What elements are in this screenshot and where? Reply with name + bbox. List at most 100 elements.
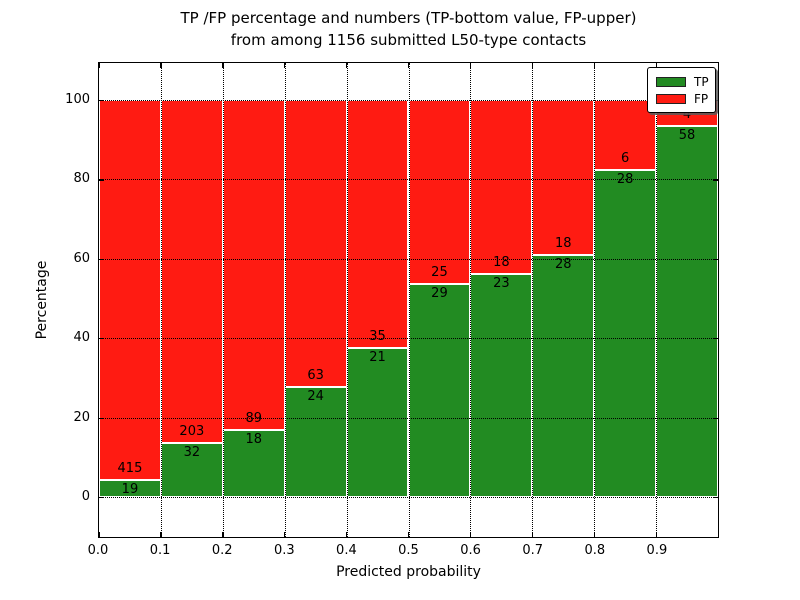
x-tick-label: 0.7 [522,543,544,558]
gridline-vertical [160,63,162,537]
y-tick-label: 80 [73,171,90,187]
x-tick-mark [160,532,162,537]
x-tick-mark-top [408,63,410,68]
x-tick-mark [655,532,657,537]
bar-value-label-tp: 18 [245,432,263,448]
bar-value-label-fp: 18 [554,236,572,252]
bar-value-label-tp: 29 [431,285,448,301]
bar-segment-tp [284,387,347,497]
gridline-vertical [656,63,658,537]
bar-value-label-tp: 32 [183,444,201,460]
x-tick-label: 0.5 [398,543,419,558]
bar-value-label-tp: 23 [493,276,510,292]
bar-segment-tp [222,430,285,497]
bar-segment-fp [532,100,595,256]
bar-value-label-fp: 63 [307,368,324,384]
x-tick-label: 0.8 [584,543,606,558]
bar-segment-tp [594,170,657,497]
x-tick-mark [284,532,286,537]
bar-value-label-tp: 19 [121,481,139,497]
bar-segment-fp [222,100,285,431]
bar-segment-fp [408,100,471,284]
x-tick-mark [408,532,410,537]
bar-value-label-tp: 28 [554,257,572,273]
bar-value-label-fp: 415 [117,460,143,476]
bar-value-label-tp: 28 [616,172,634,188]
gridline-vertical [408,63,410,537]
legend-label: FP [694,91,709,106]
bar-segment-fp [160,100,223,443]
bar-segment-fp [470,100,533,275]
x-tick-label: 0.1 [149,543,171,558]
y-tick-label: 100 [65,92,90,107]
x-tick-mark-top [531,63,534,68]
x-tick-mark-top [222,63,224,68]
y-tick-label: 20 [73,409,90,425]
x-tick-mark [222,532,224,537]
x-tick-mark-top [160,63,162,68]
chart-title-line2: from among 1156 submitted L50-type conta… [230,31,587,49]
gridline-vertical [284,63,286,537]
y-tick-mark [99,417,104,419]
legend-label: TP [694,74,709,89]
bar-segment-tp [532,255,595,497]
chart-title: TP /FP percentage and numbers (TP-bottom… [98,7,719,51]
y-tick-mark [99,100,104,102]
bar-value-label-fp: 4 [682,106,692,122]
bar-segment-tp [99,479,161,497]
x-tick-mark-top [346,63,348,68]
y-tick-label: 0 [81,489,90,504]
bar-segment-tp [160,442,223,497]
x-tick-label: 0.6 [460,543,481,558]
bar-segment-tp [470,274,533,497]
bar-value-label-fp: 25 [431,264,448,280]
plot-area: 415 19 203 32 89 18 63 24 35 21 25 29 18 23 18 28 6 28 4 58 [98,62,719,538]
legend-item-fp: FP [656,90,715,107]
y-tick-label: 40 [73,330,90,346]
y-tick-mark [99,258,104,261]
bar-value-label-tp: 24 [307,389,324,405]
y-axis-label: Percentage [34,260,50,340]
x-tick-mark-top [593,63,595,68]
x-tick-label: 0.4 [336,543,357,558]
bar-segment-tp [408,283,471,497]
y-tick-mark-right [713,338,718,340]
bar-value-label-tp: 21 [369,350,386,366]
legend-swatch-fp [656,93,686,104]
x-tick-mark-top [655,63,657,68]
x-tick-mark-top [98,63,100,68]
x-tick-mark [98,532,100,537]
y-tick-mark [99,179,104,181]
x-tick-label: 0.9 [646,543,668,558]
x-tick-mark [717,532,719,537]
x-tick-mark-top [469,63,472,68]
bar-segment-tp [656,125,718,497]
gridline-vertical [532,63,534,537]
gridline-vertical [470,63,472,537]
legend-swatch-tp [656,76,686,87]
x-tick-mark-top [717,63,719,68]
bar-value-label-fp: 6 [620,151,630,167]
x-tick-label: 0.0 [87,543,109,558]
bar-segment-fp [346,100,409,349]
y-tick-mark-right [713,258,718,261]
x-axis-label: Predicted probability [336,564,481,580]
x-tick-mark [469,532,472,537]
bar-value-label-fp: 89 [245,411,263,427]
y-tick-mark-right [713,179,718,181]
chart-title-line1: TP /FP percentage and numbers (TP-bottom… [180,9,637,27]
bar-segment-fp [284,100,347,388]
x-tick-mark [346,532,348,537]
y-tick-mark [99,338,104,340]
gridline-vertical [346,63,348,537]
y-tick-mark-right [713,417,718,419]
bar-value-label-fp: 18 [493,255,510,271]
x-tick-mark [531,532,534,537]
x-tick-mark [593,532,595,537]
gridline-vertical [594,63,596,537]
x-tick-label: 0.2 [211,543,233,558]
x-tick-mark-top [284,63,286,68]
y-tick-label: 60 [73,250,90,266]
bar-segment-fp [99,100,161,480]
